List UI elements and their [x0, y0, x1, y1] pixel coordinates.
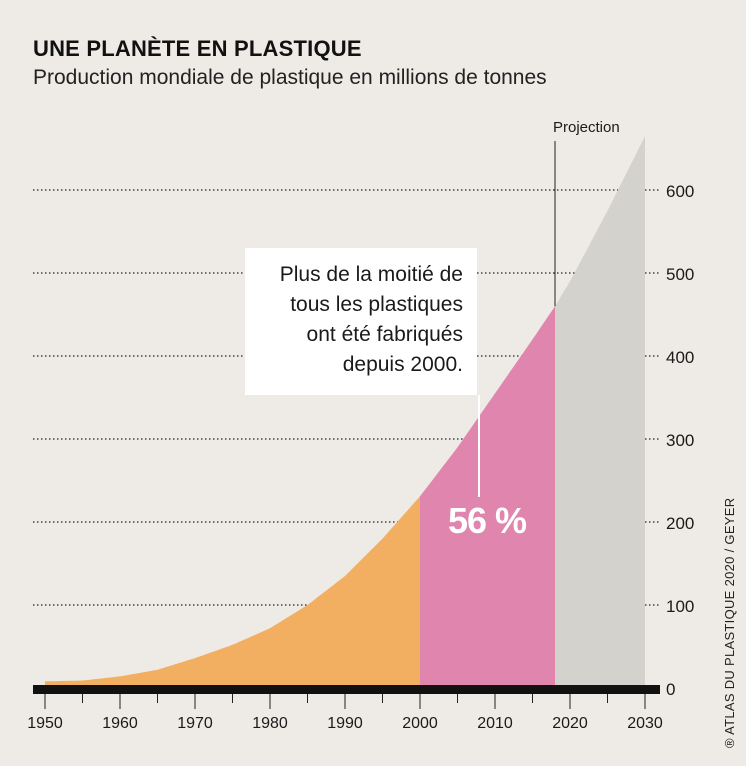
area-segment-1950-2000 [45, 496, 420, 688]
area-segment-2000-2018 [420, 306, 555, 688]
chart-subtitle: Production mondiale de plastique en mill… [33, 66, 547, 89]
annotation-percentage: 56 % [448, 500, 527, 541]
source-credit: ® ATLAS DU PLASTIQUE 2020 / GEYER [722, 497, 737, 748]
y-tick-label-200: 200 [666, 514, 694, 533]
x-tick-label-2020: 2020 [552, 715, 588, 732]
x-axis-baseline [33, 685, 660, 694]
y-tick-label-100: 100 [666, 597, 694, 616]
x-tick-label-1960: 1960 [102, 715, 138, 732]
y-tick-label-0: 0 [666, 680, 675, 699]
x-tick-label-1970: 1970 [177, 715, 213, 732]
chart-title: UNE PLANÈTE EN PLASTIQUE [33, 36, 362, 61]
projection-label: Projection [553, 119, 620, 136]
annotation-box: Plus de la moitié de tous les plastiques… [245, 248, 477, 395]
y-tick-label-400: 400 [666, 348, 694, 367]
y-tick-label-300: 300 [666, 431, 694, 450]
area-segment-2018-2030 [555, 136, 645, 688]
x-tick-label-1990: 1990 [327, 715, 363, 732]
x-tick-label-2030: 2030 [627, 715, 663, 732]
y-tick-label-500: 500 [666, 265, 694, 284]
x-tick-label-2010: 2010 [477, 715, 513, 732]
x-tick-label-1950: 1950 [27, 715, 63, 732]
annotation-text: Plus de la moitié de tous les plastiques… [279, 263, 463, 376]
y-tick-label-600: 600 [666, 182, 694, 201]
x-tick-label-1980: 1980 [252, 715, 288, 732]
x-tick-label-2000: 2000 [402, 715, 438, 732]
